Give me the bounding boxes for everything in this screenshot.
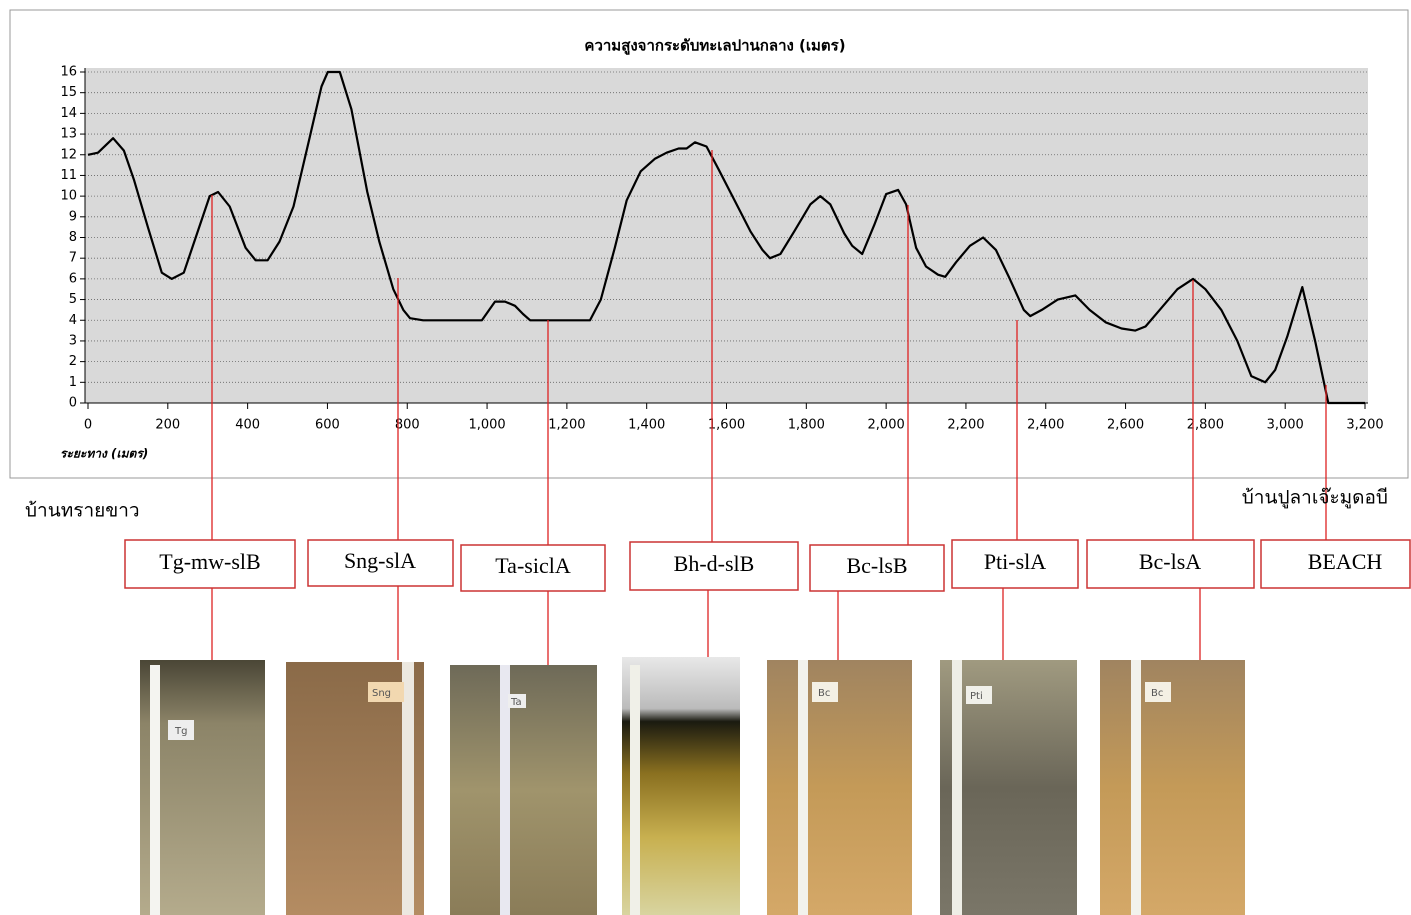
- soil-label: Tg-mw-slB: [159, 549, 260, 574]
- x-tick-label: 200: [155, 418, 180, 433]
- photo-tag: Bc: [818, 688, 830, 699]
- soil-box: [951, 539, 1079, 589]
- ruler: [150, 665, 160, 915]
- soil-box: [307, 539, 454, 587]
- photo-tag: Ta: [510, 697, 522, 708]
- soil-box: [629, 541, 799, 591]
- y-tick-label: 3: [69, 333, 77, 348]
- y-tick-label: 9: [69, 209, 77, 224]
- y-tick-label: 6: [69, 271, 77, 286]
- photo-tag: Sng: [372, 688, 391, 699]
- soil-box: [809, 544, 945, 592]
- soil-box: [460, 544, 606, 592]
- x-tick-label: 1,800: [788, 418, 825, 433]
- x-tick-label: 2,600: [1107, 418, 1144, 433]
- soil-label: Bh-d-slB: [674, 551, 755, 576]
- x-tick-label: 2,800: [1187, 418, 1224, 433]
- ruler: [500, 665, 510, 915]
- x-tick-label: 3,200: [1346, 418, 1383, 433]
- x-tick-label: 400: [235, 418, 260, 433]
- soil-photo: [140, 660, 265, 915]
- ruler: [952, 660, 962, 915]
- y-tick-label: 10: [60, 189, 77, 204]
- ruler: [798, 660, 808, 915]
- y-tick-label: 8: [69, 230, 77, 245]
- soil-photo: [622, 657, 740, 915]
- connectors: [211, 150, 1327, 665]
- place-label: บ้านทรายขาว: [25, 500, 140, 522]
- x-tick-label: 3,000: [1267, 418, 1304, 433]
- x-tick-label: 1,200: [548, 418, 585, 433]
- photo-tag-box: [368, 682, 404, 702]
- y-tick-label: 15: [60, 85, 77, 100]
- ruler: [630, 665, 640, 915]
- x-tick-label: 600: [315, 418, 340, 433]
- place-label: บ้านปูลาเจ๊ะมูดอบี: [1242, 487, 1388, 509]
- y-tick-label: 14: [60, 106, 77, 121]
- photo-tag: Pti: [970, 691, 983, 702]
- soil-labels: Tg-mw-slB Sng-slA Ta-siclA Bh-d-slB Bc-l…: [124, 539, 1411, 592]
- soil-box: [124, 539, 296, 589]
- y-tick-label: 13: [60, 127, 77, 142]
- chart-title: ความสูงจากระดับทะเลปานกลาง (เมตร): [584, 37, 845, 56]
- x-tick-label: 1,600: [708, 418, 745, 433]
- line-series: [87, 70, 1365, 405]
- y-tick-label: 2: [69, 354, 77, 369]
- soil-label: Bc-lsA: [1139, 549, 1201, 574]
- soil-label: BEACH: [1308, 549, 1383, 574]
- y-tick-label: 5: [69, 292, 77, 307]
- y-tick-label: 0: [69, 396, 77, 411]
- photo-tag-box: [812, 682, 838, 702]
- photo-tag-box: [966, 686, 992, 704]
- x-tick-label: 2,200: [947, 418, 984, 433]
- soil-box: [1086, 539, 1255, 589]
- photo-tag-box: [168, 720, 194, 740]
- x-tick-label: 2,000: [868, 418, 905, 433]
- y-tick-label: 12: [60, 147, 77, 162]
- soil-photos: Tg Sng Ta Bc Pti Bc: [140, 657, 1245, 915]
- y-tick-label: 1: [69, 375, 77, 390]
- x-tick-label: 1,400: [628, 418, 665, 433]
- soil-box: [1260, 539, 1411, 589]
- x-tick-label: 0: [84, 418, 92, 433]
- photo-tag: Bc: [1151, 688, 1163, 699]
- soil-photo: [1100, 660, 1245, 915]
- soil-label: Ta-siclA: [495, 553, 571, 578]
- ruler: [1131, 660, 1141, 915]
- x-tick-label: 800: [395, 418, 420, 433]
- soil-label: Bc-lsB: [846, 553, 907, 578]
- photo-tag-box: [1145, 682, 1171, 702]
- soil-label: Pti-slA: [984, 549, 1046, 574]
- soil-photo: [940, 660, 1077, 915]
- y-tick-label: 11: [60, 168, 77, 183]
- chart: ความสูงจากระดับทะเลปานกลาง (เมตร) ระยะทา…: [60, 37, 1384, 461]
- y-tick-label: 16: [60, 65, 77, 80]
- photo-tag: Tg: [174, 726, 187, 737]
- soil-photo: [286, 662, 424, 915]
- soil-photo: [767, 660, 912, 915]
- y-tick-label: 7: [69, 251, 77, 266]
- soil-label: Sng-slA: [344, 548, 416, 573]
- ruler: [402, 662, 414, 915]
- plot-area: [85, 68, 1368, 403]
- y-tick-label: 4: [69, 313, 77, 328]
- photo-tag-box: [508, 694, 526, 708]
- x-tick-label: 1,000: [468, 418, 505, 433]
- x-axis-label: ระยะทาง (เมตร): [60, 447, 148, 461]
- x-tick-label: 2,400: [1027, 418, 1064, 433]
